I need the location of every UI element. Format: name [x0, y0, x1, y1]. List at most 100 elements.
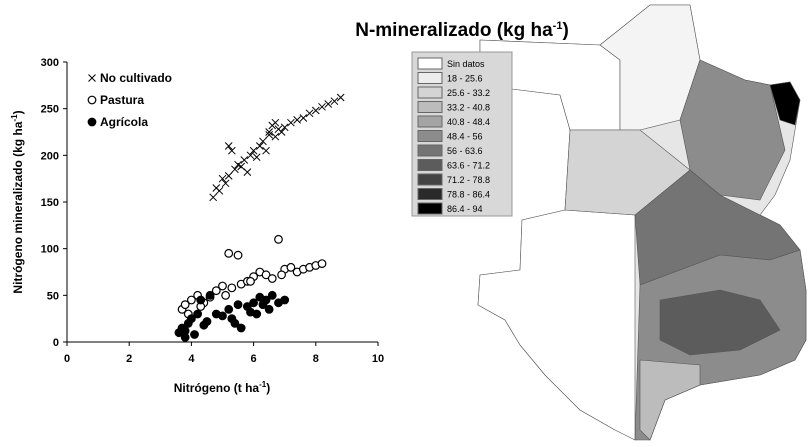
map-legend-label: 18 - 25.6: [447, 74, 483, 84]
point: [246, 276, 255, 286]
point: [287, 118, 295, 127]
point: [318, 102, 326, 111]
point: [227, 146, 236, 155]
x-tick-label: 8: [313, 353, 319, 365]
map-legend-label: 56 - 63.6: [447, 146, 483, 156]
point: [240, 156, 249, 164]
region-light: [639, 359, 701, 441]
point: [267, 290, 277, 300]
point: [196, 295, 206, 305]
point: [193, 309, 203, 319]
point: [246, 307, 255, 317]
point: [258, 300, 268, 310]
map-legend-label: 63.6 - 71.2: [447, 161, 490, 171]
region-west-center: [564, 129, 691, 216]
point: [224, 172, 233, 180]
point: [280, 295, 290, 305]
point: [224, 304, 234, 314]
point: [252, 153, 261, 162]
point: [233, 250, 243, 260]
region-black: [769, 81, 801, 126]
point: [330, 97, 339, 106]
point: [218, 174, 227, 183]
y-tick-label: 250: [41, 104, 59, 116]
point: [221, 290, 231, 300]
x-label-end: ): [266, 381, 270, 395]
map: [477, 4, 807, 441]
map-legend-label: 86.4 - 94: [447, 204, 483, 214]
point: [324, 100, 333, 108]
legend-label: No cultivado: [100, 71, 172, 85]
point: [280, 123, 289, 132]
map-legend-swatch: [417, 86, 443, 99]
point: [224, 142, 233, 150]
x-axis-label: Nitrógeno (t ha-1): [174, 380, 270, 395]
point: [243, 168, 252, 176]
map-legend-label: 48.4 - 56: [447, 132, 483, 142]
y-label-text: Nitrógeno mineralizado (kg ha: [11, 121, 25, 293]
map-legend-swatch: [417, 130, 443, 142]
map-legend-swatch: [417, 144, 443, 157]
title-end: ): [562, 20, 568, 41]
point: [227, 314, 237, 324]
point: [259, 137, 267, 146]
region-dark: [659, 289, 781, 356]
point: [218, 281, 227, 291]
point: [231, 165, 239, 174]
legend-label: Agrícola: [100, 115, 148, 129]
region-white-south: [477, 209, 636, 441]
x-label-sup: -1: [259, 380, 267, 389]
map-legend-swatch: [417, 115, 443, 128]
point: [264, 304, 274, 314]
map-legend-label: 78.8 - 86.4: [447, 190, 490, 200]
x-tick-label: 6: [251, 353, 257, 365]
point: [205, 290, 215, 300]
map-legend-label: 33.2 - 40.8: [447, 103, 490, 113]
point: [211, 286, 221, 296]
map-legend-swatch: [417, 101, 443, 113]
point: [236, 323, 246, 333]
legend-marker: [88, 74, 96, 82]
point: [277, 128, 286, 136]
y-axis-label: Nitrógeno mineralizado (kg ha-1): [10, 110, 25, 293]
y-tick-label: 50: [47, 290, 59, 302]
y-label-sup: -1: [10, 114, 19, 122]
x-tick-label: 0: [64, 353, 70, 365]
x-tick-label: 2: [126, 353, 132, 365]
map-legend-swatch: [417, 202, 443, 215]
point: [221, 179, 230, 188]
legend-marker: [87, 95, 97, 105]
y-tick-label: 150: [41, 197, 59, 209]
map-legend-swatch: [417, 159, 443, 171]
point: [218, 311, 227, 321]
legend-label: Pastura: [100, 93, 144, 107]
point: [286, 262, 296, 272]
point: [265, 130, 274, 139]
map-legend-label: 25.6 - 33.2: [447, 88, 490, 98]
point: [271, 132, 280, 141]
y-tick-label: 100: [41, 244, 59, 256]
point: [271, 118, 280, 127]
y-tick-label: 0: [53, 337, 59, 349]
point: [190, 330, 199, 339]
title-text: N-mineralizado (kg ha: [355, 20, 553, 41]
point: [215, 186, 224, 195]
point: [199, 320, 209, 330]
point: [311, 106, 320, 115]
point: [305, 109, 314, 118]
map-legend-label: Sin datos: [447, 59, 485, 69]
point: [233, 300, 243, 310]
chart-title: N-mineralizado (kg ha-1): [355, 20, 569, 41]
point: [186, 314, 196, 324]
point: [246, 151, 255, 160]
point: [336, 93, 345, 102]
x-label-text: Nitrógeno (t ha: [174, 381, 260, 395]
point: [249, 146, 258, 155]
point: [293, 116, 301, 124]
y-label-end: ): [11, 110, 25, 114]
map-legend-swatch: [417, 188, 443, 200]
point: [180, 300, 190, 310]
map-legend-swatch: [417, 72, 443, 84]
point: [209, 193, 218, 202]
